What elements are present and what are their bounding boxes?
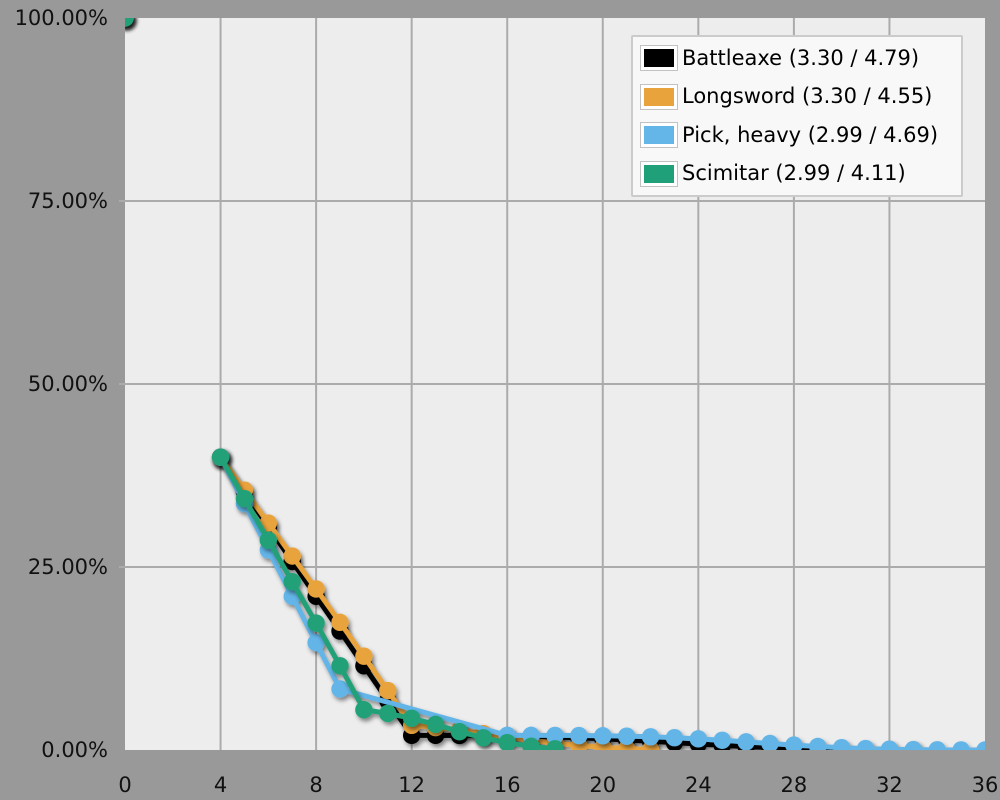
legend-color-swatch-scimitar [644,164,674,183]
data-point-pick-heavy[interactable] [594,727,612,745]
data-point-longsword[interactable] [307,580,325,598]
data-point-pick-heavy[interactable] [952,741,970,758]
x-tick-label: 20 [589,773,616,797]
data-point-scimitar[interactable] [522,737,540,755]
data-point-scimitar[interactable] [474,729,493,747]
legend-swatch-frame [640,160,678,187]
legend-item-pick-heavy: Pick, heavy (2.99 / 4.69) [640,116,961,155]
y-tick-label: 75.00% [28,189,108,213]
data-point-scimitar[interactable] [498,733,516,751]
legend-swatch-frame [640,45,678,72]
data-point-scimitar[interactable] [211,448,230,466]
y-tick-label: 25.00% [28,555,108,579]
legend-item-longsword: Longsword (3.30 / 4.55) [640,78,961,117]
data-point-pick-heavy[interactable] [904,740,923,758]
legend-color-swatch-longsword [644,87,674,106]
data-point-scimitar[interactable] [379,704,397,723]
data-point-pick-heavy[interactable] [617,727,636,745]
data-point-scimitar[interactable] [259,531,278,549]
legend-item-battleaxe: Battleaxe (3.30 / 4.79) [640,39,961,78]
data-point-scimitar[interactable] [235,489,254,508]
data-point-longsword[interactable] [331,613,349,632]
x-tick-label: 36 [972,773,999,797]
series-scimitar [116,9,564,757]
data-point-scimitar[interactable] [426,715,445,734]
data-point-scimitar[interactable] [355,701,373,719]
legend-label-battleaxe: Battleaxe (3.30 / 4.79) [682,45,920,70]
data-point-pick-heavy[interactable] [880,740,899,758]
data-point-pick-heavy[interactable] [737,733,755,750]
data-point-scimitar[interactable] [307,614,325,632]
data-point-longsword[interactable] [283,547,301,565]
data-point-pick-heavy[interactable] [689,730,708,748]
legend-label-pick-heavy: Pick, heavy (2.99 / 4.69) [682,122,939,147]
data-point-pick-heavy[interactable] [761,734,779,752]
legend-swatch-frame [640,83,678,110]
data-point-pick-heavy[interactable] [713,731,731,749]
data-point-pick-heavy[interactable] [785,736,803,753]
series-layer [116,9,993,758]
legend-label-longsword: Longsword (3.30 / 4.55) [682,84,933,109]
data-point-pick-heavy[interactable] [832,738,851,756]
x-tick-label: 28 [781,773,808,797]
data-point-scimitar[interactable] [450,723,469,741]
data-point-pick-heavy[interactable] [976,741,993,758]
data-point-pick-heavy[interactable] [546,726,564,745]
legend-swatch-frame [640,122,678,149]
data-point-pick-heavy[interactable] [928,741,946,758]
data-point-pick-heavy[interactable] [809,737,827,755]
data-point-scimitar[interactable] [331,657,349,675]
data-point-scimitar[interactable] [283,572,301,591]
data-point-pick-heavy[interactable] [856,739,875,757]
legend-label-scimitar: Scimitar (2.99 / 4.11) [682,161,906,186]
y-tick-label: 0.00% [41,738,108,762]
data-point-scimitar[interactable] [116,9,134,27]
chart-legend: Battleaxe (3.30 / 4.79) Longsword (3.30 /… [631,35,963,197]
data-point-pick-heavy[interactable] [331,680,349,698]
data-point-longsword[interactable] [259,514,278,532]
data-point-pick-heavy[interactable] [665,728,684,747]
y-tick-label: 50.00% [28,372,108,396]
data-point-longsword[interactable] [379,681,397,700]
x-tick-label: 12 [398,773,425,797]
x-tick-label: 4 [214,773,227,797]
data-point-pick-heavy[interactable] [570,726,588,745]
x-tick-label: 24 [685,773,712,797]
data-point-scimitar[interactable] [546,740,564,757]
x-tick-label: 0 [118,773,131,797]
data-point-scimitar[interactable] [402,709,421,727]
data-point-pick-heavy[interactable] [307,633,325,652]
legend-item-scimitar: Scimitar (2.99 / 4.11) [640,155,961,194]
x-tick-label: 8 [309,773,322,797]
legend-color-swatch-battleaxe [644,49,674,68]
data-point-longsword[interactable] [355,647,373,665]
data-point-pick-heavy[interactable] [641,728,660,746]
legend-color-swatch-pick-heavy [644,126,674,145]
x-tick-label: 16 [494,773,521,797]
y-tick-label: 100.00% [15,6,108,30]
x-tick-label: 32 [876,773,903,797]
